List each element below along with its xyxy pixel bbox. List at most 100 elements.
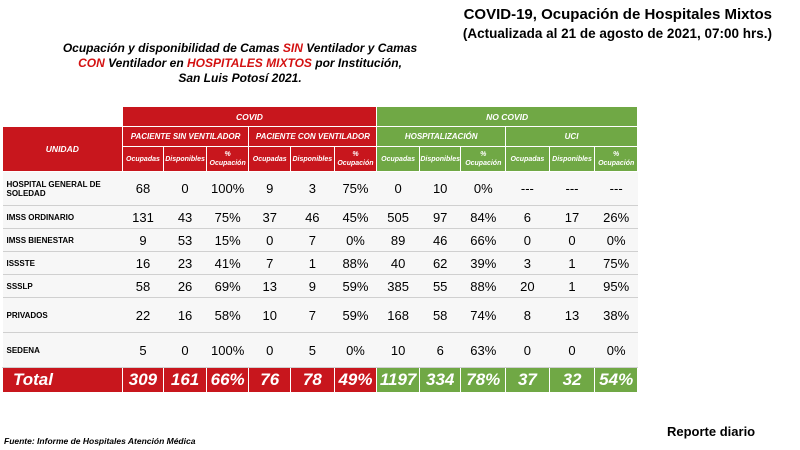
table-cell: 59% [334,297,377,333]
subtitle-sin: SIN [282,41,303,55]
table-cell: 58% [206,297,249,333]
subheader-hospitalizacion: HOSPITALIZACIÓN [376,126,507,147]
table-cell: 22 [122,297,164,333]
table-cell: --- [549,171,595,206]
subheader-uci: UCI [505,126,638,147]
table-cell: 0 [248,228,291,252]
pct-symbol: % [224,151,231,158]
table-cell: 66% [460,228,506,252]
institution-name: SSSLP [2,274,123,298]
table-row: IMSS BIENESTAR 9 53 15% 0 7 0% 89 46 66% 0 0 0% [2,228,638,252]
table-row: ISSSTE 16 23 41% 7 1 88% 40 62 39% 3 1 75% [2,251,638,275]
table-cell: 0% [594,332,638,368]
blank-corner [2,106,123,127]
subtitle-location: San Luis Potosí 2021. [178,71,302,85]
column-header-ocupadas: Ocupadas [376,146,420,172]
table-cell: 46 [290,205,335,229]
report-label: Reporte diario [667,424,756,439]
table-cell: 0 [163,171,207,206]
subheader-sin-ventilador: PACIENTE SIN VENTILADOR [121,126,250,147]
column-header-ocupadas: Ocupadas [505,146,550,172]
total-cell: 37 [505,367,550,393]
table-cell: 68 [122,171,164,206]
total-cell: 76 [248,367,292,393]
table-cell: 9 [122,228,164,252]
table-cell: 16 [122,251,164,275]
total-cell: 161 [163,367,207,393]
table-cell: 9 [248,171,291,206]
table-cell: 58 [122,274,164,298]
table-cell: 58 [419,297,461,333]
table-cell: 0 [376,171,420,206]
total-cell: 334 [418,367,462,393]
table-cell: 505 [376,205,420,229]
table-cell: 3 [505,251,550,275]
table-cell: 100% [206,171,249,206]
subtitle-text: por Institución, [311,56,402,70]
column-header-disponibles: Disponibles [163,146,207,172]
subtitle-text: Ocupación y disponibilidad de Camas [62,41,283,55]
table-cell: 7 [290,297,335,333]
table-cell: 75% [594,251,638,275]
total-label: Total [2,367,123,393]
table-cell: 0 [549,228,595,252]
total-cell: 78 [290,367,335,393]
total-cell: 309 [121,367,165,393]
table-cell: 55 [419,274,461,298]
institution-name: ISSSTE [2,251,123,275]
update-date: (Actualizada al 21 de agosto de 2021, 07… [462,26,772,41]
table-row: HOSPITAL GENERAL DE SOLEDAD 68 0 100% 9 3 75% 0… [2,171,638,206]
table-cell: 15% [206,228,249,252]
table-cell: 0% [460,171,506,206]
table-cell: 0% [334,332,377,368]
table-cell: --- [594,171,638,206]
table-cell: 168 [376,297,420,333]
column-header-disponibles: Disponibles [548,146,596,172]
table-row: IMSS ORDINARIO 131 43 75% 37 46 45% 505 97 84% 6 17… [2,205,638,229]
table-cell: 385 [376,274,420,298]
table-cell: 26% [594,205,638,229]
source-note: Fuente: Informe de Hospitales Atención M… [4,436,196,446]
table-cell: 0 [163,332,207,368]
table-cell: 6 [419,332,461,368]
subtitle-mixtos: HOSPITALES MIXTOS [187,56,312,70]
table-cell: 39% [460,251,506,275]
table-cell: 0 [505,228,550,252]
pct-word: Ocupación [598,160,635,167]
table-cell: 63% [460,332,506,368]
unidad-header: UNIDAD [2,126,123,172]
table-cell: 8 [505,297,550,333]
column-header-pct-ocupacion: % Ocupación [460,146,507,172]
group-header-covid: COVID [121,106,378,127]
table-cell: 74% [460,297,506,333]
table-cell: 62 [419,251,461,275]
table-cell: 53 [163,228,207,252]
table-cell: 0% [594,228,638,252]
table-cell: 37 [248,205,291,229]
institution-name: IMSS BIENESTAR [2,228,123,252]
table-cell: 7 [290,228,335,252]
table-cell: 13 [248,274,291,298]
column-header-pct-ocupacion: % Ocupación [594,146,638,172]
table-cell: 84% [460,205,506,229]
table-cell: 0 [248,332,291,368]
institution-name: SEDENA [2,332,123,368]
column-header-ocupadas: Ocupadas [248,146,292,172]
table-cell: 3 [290,171,335,206]
total-cell: 66% [205,367,250,393]
table-cell: 13 [549,297,595,333]
table-cell: 6 [505,205,550,229]
table-cell: 10 [419,171,461,206]
pct-word: Ocupación [465,160,502,167]
table-cell: 23 [163,251,207,275]
pct-symbol: % [613,151,620,158]
institution-name: IMSS ORDINARIO [2,205,123,229]
table-cell: 1 [549,251,595,275]
table-cell: 0% [334,228,377,252]
table-cell: 40 [376,251,420,275]
table-cell: 88% [334,251,377,275]
table-cell: 5 [290,332,335,368]
total-cell: 1197 [376,367,420,393]
table-cell: 75% [206,205,249,229]
table-cell: 9 [290,274,335,298]
